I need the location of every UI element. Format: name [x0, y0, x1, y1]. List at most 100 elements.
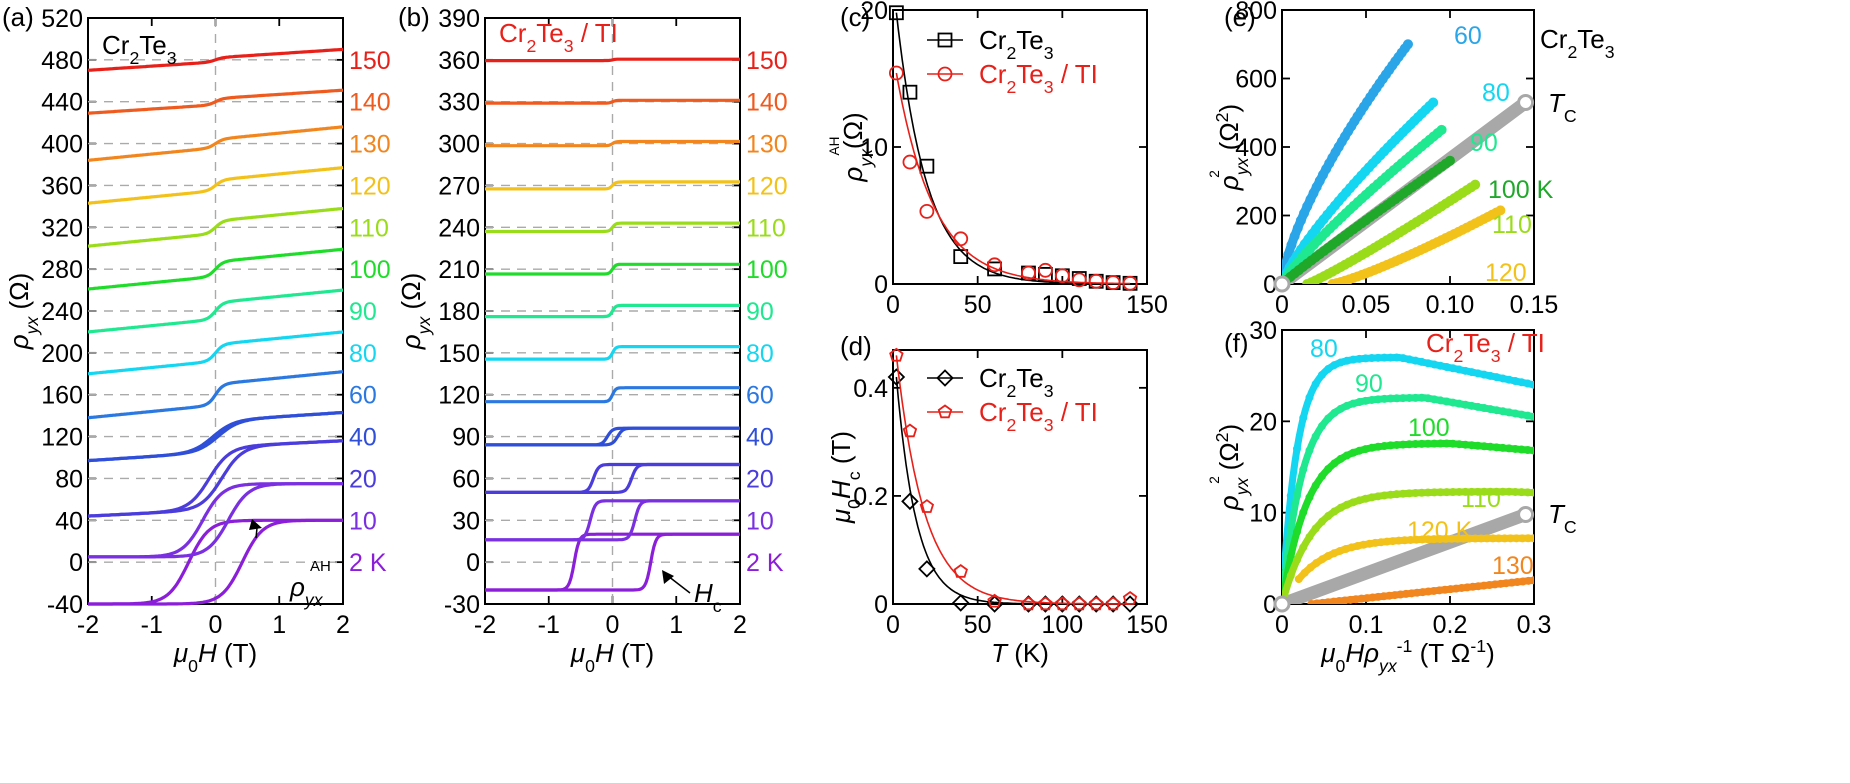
x-tick-label: 100	[1041, 611, 1083, 639]
data-point	[1300, 568, 1309, 577]
data-point	[1394, 536, 1403, 545]
data-point	[1292, 527, 1301, 536]
data-point	[1505, 375, 1514, 384]
series-curve	[485, 426, 740, 447]
data-point	[888, 5, 904, 21]
y-tick-label: 20	[860, 0, 888, 25]
data-point	[1530, 576, 1534, 585]
data-point	[1072, 596, 1087, 611]
panel-label: (f)	[1224, 328, 1249, 358]
data-point	[1523, 446, 1532, 455]
x-tick-label: 2	[733, 611, 747, 639]
x-tick-label: 0	[1275, 291, 1289, 319]
data-point	[1317, 517, 1326, 526]
series-label: 20	[746, 465, 774, 493]
series-label: 100	[1408, 414, 1450, 442]
data-point	[1392, 353, 1401, 362]
data-point	[1461, 400, 1470, 409]
series-label: 120	[1485, 259, 1527, 287]
y-tick-label: 360	[41, 172, 83, 200]
x-axis-label: μ0H (T)	[173, 638, 257, 676]
data-point	[1435, 534, 1444, 543]
y-axis-label-sup: 2	[1207, 170, 1222, 178]
data-point	[1505, 444, 1514, 453]
data-point	[1330, 361, 1339, 370]
data-point	[1411, 440, 1420, 449]
data-point	[1286, 491, 1295, 500]
data-point	[1355, 446, 1364, 455]
panel-label: (a)	[2, 2, 34, 32]
y-tick-label: 180	[438, 298, 480, 326]
data-point	[1317, 370, 1326, 379]
data-point	[1324, 365, 1333, 374]
data-point	[937, 404, 953, 419]
series-curve	[485, 499, 740, 542]
data-point	[1361, 354, 1370, 363]
data-point	[1355, 496, 1364, 505]
data-point	[1392, 394, 1401, 403]
y-tick-label: 0	[466, 549, 480, 577]
data-point	[1455, 487, 1464, 496]
data-point	[1465, 534, 1474, 543]
data-point	[1473, 441, 1482, 450]
y-tick-label: 480	[41, 47, 83, 75]
data-point	[1480, 404, 1489, 413]
data-point	[953, 249, 969, 265]
marker-arrowhead	[249, 519, 262, 530]
data-point	[1311, 379, 1320, 388]
series-curve	[485, 180, 740, 191]
data-point	[1305, 493, 1314, 502]
data-point	[1399, 394, 1408, 403]
y-tick-label: 210	[438, 256, 480, 284]
x-tick-label: 0	[886, 291, 900, 319]
y-tick-label: 400	[1235, 134, 1277, 162]
data-point	[1374, 395, 1383, 404]
series-label: 2 K	[349, 549, 387, 577]
series-curve	[87, 410, 344, 463]
y-tick-label: 40	[55, 507, 83, 535]
data-point	[1405, 355, 1414, 364]
data-point	[937, 66, 953, 82]
data-point	[1342, 500, 1351, 509]
y-tick-label: 280	[41, 256, 83, 284]
data-point	[1380, 442, 1389, 451]
y-tick-label: 800	[1235, 0, 1277, 25]
x-tick-label: 0.2	[1433, 611, 1468, 639]
data-point	[1355, 398, 1364, 407]
data-point	[1336, 454, 1345, 463]
data-point	[1286, 239, 1297, 250]
data-point	[1311, 524, 1320, 533]
y-tick-label: 0	[69, 549, 83, 577]
x-tick-label: 150	[1126, 611, 1168, 639]
data-point	[1392, 440, 1401, 449]
data-point	[1388, 537, 1397, 546]
data-point	[1330, 459, 1339, 468]
data-point	[1292, 444, 1301, 453]
data-point	[919, 499, 935, 513]
data-point	[1498, 443, 1507, 452]
data-point	[1105, 596, 1121, 611]
series-label: 10	[349, 507, 377, 535]
x-tick-label: 0	[1275, 611, 1289, 639]
data-point	[1417, 488, 1426, 497]
y-tick-label: 520	[41, 5, 83, 33]
data-point	[1361, 396, 1370, 405]
x-tick-label: 50	[964, 611, 992, 639]
data-point	[1386, 394, 1395, 403]
data-point	[1406, 535, 1415, 544]
x-tick-label: 0.15	[1510, 291, 1559, 319]
data-point	[1383, 537, 1391, 546]
y-tick-label: 240	[438, 214, 480, 242]
x-tick-label: -1	[538, 611, 560, 639]
marker-arrow	[255, 527, 258, 539]
data-point	[1122, 275, 1138, 291]
data-point	[1380, 394, 1389, 403]
series-curve	[485, 303, 740, 319]
data-point	[1477, 534, 1486, 543]
data-point	[1336, 404, 1345, 413]
y-tick-label: 0	[874, 271, 888, 299]
x-tick-label: -2	[474, 611, 496, 639]
data-point	[951, 594, 970, 612]
data-point	[1292, 556, 1301, 565]
data-point	[1486, 442, 1495, 451]
